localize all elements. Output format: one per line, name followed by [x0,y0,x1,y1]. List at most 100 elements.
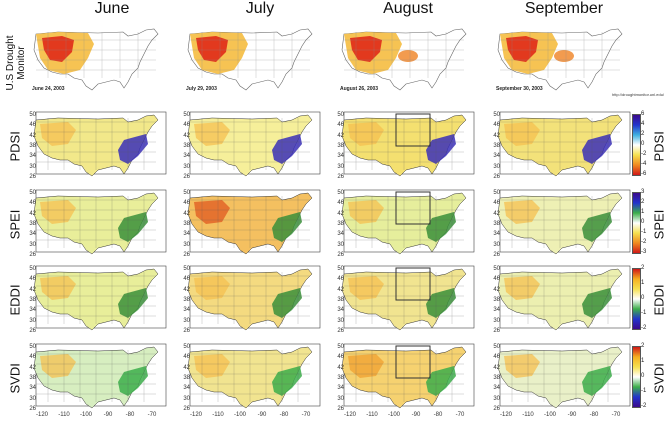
colorbar-tick-label: 2 [641,265,645,271]
y-tick-label: 34 [337,385,344,392]
map-panel-svdi-july [182,342,322,414]
udm-url: http://droughtmonitor.unl.edu/ [612,92,665,97]
y-tick-label: 26 [29,328,36,334]
y-tick-label: 50 [183,190,190,196]
y-tick-label: 42 [337,210,344,217]
y-tick-label: 34 [29,153,36,160]
y-tick-label: 46 [493,276,500,283]
us-map-eddi [336,264,476,336]
x-tick-label: -80 [125,412,135,418]
y-tick-label: 50 [183,112,190,118]
y-tick-label: 42 [337,286,344,293]
x-tick-label: -110 [522,412,534,418]
y-tick-label: 30 [337,395,344,402]
map-panel-pdsi-june [28,110,168,182]
x-tick-label: -80 [279,412,289,418]
y-tick-label: 30 [29,395,36,402]
x-tick-label: -90 [103,412,113,418]
y-tick-label: 42 [183,210,190,217]
x-tick-label: -80 [433,412,443,418]
colorbar-tick-label: -3 [641,249,647,255]
y-tick-label: 42 [337,364,344,371]
colorbar-label-svdi: SVDI [651,363,667,394]
colorbar-tick-label: -2 [641,151,647,157]
y-tick-label: 26 [337,328,344,334]
y-tick-label: 26 [493,406,500,412]
y-tick-label: 42 [29,364,36,371]
y-tick-label: 50 [29,112,36,118]
y-tick-label: 46 [493,122,500,129]
y-tick-label: 30 [183,395,190,402]
y-tick-label: 34 [29,385,36,392]
y-tick-label: 46 [183,276,190,283]
colorbar-tick-label: -2 [641,403,647,409]
map-panel-eddi-september [492,264,632,336]
colorbar-tick-label: -2 [641,239,647,245]
y-tick-label: 30 [337,317,344,324]
y-tick-label: 38 [183,375,190,381]
colorbar-label-pdsi: PDSI [651,131,667,162]
x-tick-label: -120 [343,412,356,418]
y-tick-label: 46 [183,354,190,361]
y-tick-label: 38 [183,221,190,227]
us-map-udm [187,28,313,91]
udm-date-august: August 26, 2003 [340,86,379,92]
udm-date-june: June 24, 2003 [32,86,65,92]
colorbar-tick-label: -1 [641,310,647,316]
y-tick-label: 42 [493,364,500,371]
y-tick-label: 34 [29,307,36,314]
colorbar-label-eddi: EDDI [651,284,667,316]
y-tick-label: 26 [183,328,190,334]
y-tick-label: 30 [29,317,36,324]
x-tick-label: -100 [79,412,92,418]
colorbar-svdi [632,346,641,408]
udm-label-line2: Monitor [16,46,27,80]
y-tick-label: 34 [183,385,190,392]
colorbar-tick-label: -1 [641,229,647,235]
y-tick-label: 34 [29,231,36,238]
y-tick-label: 46 [29,122,36,129]
y-tick-label: 38 [183,143,190,149]
y-tick-label: 38 [337,143,344,149]
y-tick-label: 50 [29,190,36,196]
y-tick-label: 38 [29,375,36,381]
y-tick-label: 30 [183,241,190,248]
y-tick-label: 38 [29,221,36,227]
udm-row-label: U.S Drought Monitor [5,33,27,93]
y-tick-label: 30 [493,241,500,248]
y-tick-label: 46 [337,122,344,129]
us-map-svdi [336,342,476,414]
y-tick-label: 42 [183,364,190,371]
x-tick-label: -110 [366,412,378,418]
map-panel-eddi-august [336,264,476,336]
colorbar-tick-label: 3 [641,189,645,195]
y-tick-label: 46 [337,276,344,283]
colorbar-tick-label: 1 [641,280,645,286]
us-map-spei [336,188,476,260]
x-tick-label: -90 [257,412,267,418]
y-tick-label: 30 [337,241,344,248]
colorbar-tick-label: 2 [641,199,645,205]
y-tick-label: 38 [183,297,190,303]
us-map-pdsi [492,110,632,182]
y-tick-label: 34 [183,153,190,160]
y-tick-label: 42 [493,210,500,217]
row-label-eddi: EDDI [7,284,23,316]
x-tick-label: -80 [589,412,599,418]
y-tick-label: 42 [29,210,36,217]
y-tick-label: 34 [337,307,344,314]
us-map-pdsi [28,110,168,182]
us-map-spei [492,188,632,260]
colorbar-tick-label: 2 [641,131,645,137]
us-map-udm [497,28,623,91]
x-tick-label: -90 [411,412,421,418]
map-panel-spei-august [336,188,476,260]
y-tick-label: 46 [493,200,500,207]
y-tick-label: 26 [337,406,344,412]
us-map-svdi [492,342,632,414]
y-tick-label: 46 [29,354,36,361]
map-panel-pdsi-july [182,110,322,182]
y-tick-label: 26 [493,174,500,180]
y-tick-label: 26 [337,252,344,258]
y-tick-label: 38 [493,221,500,227]
